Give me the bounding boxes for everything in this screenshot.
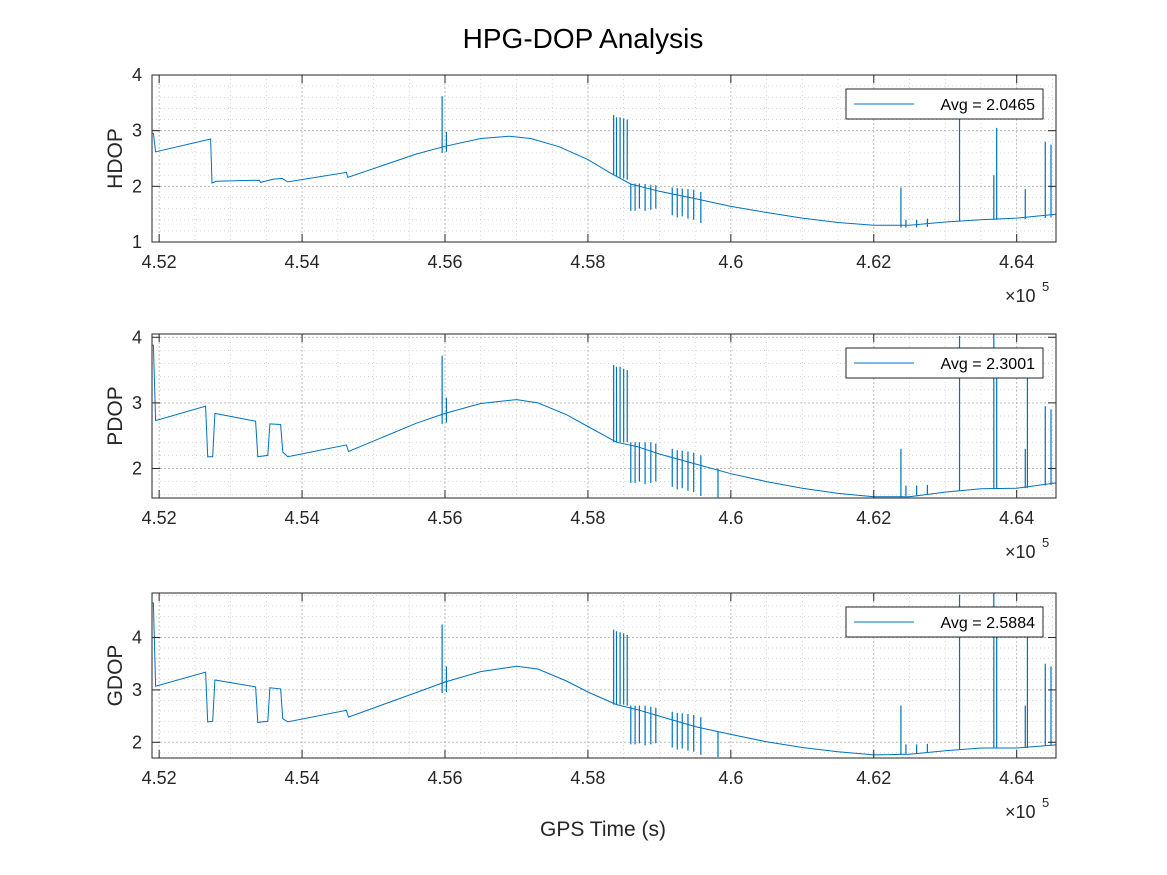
- y-tick-label: 3: [132, 680, 142, 700]
- x-tick-label: 4.64: [999, 252, 1034, 272]
- x-exponent-label: ×10: [1005, 802, 1036, 822]
- x-tick-label: 4.54: [285, 768, 320, 788]
- dop-spikes: [441, 593, 1052, 757]
- x-tick-label: 4.54: [285, 252, 320, 272]
- x-tick-label: 4.52: [142, 768, 177, 788]
- x-tick-label: 4.58: [570, 508, 605, 528]
- subplot-pdop: 4.52 4.54 4.56 4.58 4.6 4.62 4.64 2 3 4 PDOP ×10 5 Av…: [104, 327, 1057, 562]
- dop-series-line: [152, 602, 1056, 756]
- dop-series-line: [152, 132, 1056, 226]
- x-tick-label: 4.62: [856, 768, 891, 788]
- x-tick-label: 4.52: [142, 252, 177, 272]
- dop-spikes: [441, 96, 1052, 228]
- y-tick-label: 2: [132, 176, 142, 196]
- legend: Avg = 2.5884: [845, 606, 1044, 638]
- subplot-hdop: 4.52 4.54 4.56 4.58 4.6 4.62 4.64 1 2 3 4 HDOP ×10 5 A…: [104, 65, 1057, 306]
- y-axis-label: GDOP: [104, 645, 127, 707]
- x-exponent-label: ×10: [1005, 542, 1036, 562]
- x-tick-label: 4.58: [570, 252, 605, 272]
- x-exponent-power: 5: [1042, 535, 1049, 550]
- x-axis-label: GPS Time (s): [540, 818, 666, 841]
- x-exponent-power: 5: [1042, 795, 1049, 810]
- x-tick-label: 4.56: [427, 252, 462, 272]
- x-tick-label: 4.54: [285, 508, 320, 528]
- y-tick-label: 4: [132, 327, 142, 347]
- legend-entry: Avg = 2.5884: [941, 615, 1036, 632]
- y-axis-label: PDOP: [104, 386, 127, 446]
- x-tick-label: 4.6: [718, 508, 743, 528]
- dop-series-line: [152, 344, 1056, 498]
- x-exponent-power: 5: [1042, 279, 1049, 294]
- axes-box: [151, 74, 1057, 243]
- legend: Avg = 2.0465: [845, 88, 1044, 120]
- legend-entry: Avg = 2.0465: [941, 97, 1036, 114]
- x-tick-label: 4.6: [718, 768, 743, 788]
- x-tick-label: 4.62: [856, 508, 891, 528]
- y-tick-label: 2: [132, 732, 142, 752]
- x-tick-label: 4.64: [999, 508, 1034, 528]
- y-tick-label: 3: [132, 393, 142, 413]
- y-tick-label: 1: [132, 232, 142, 252]
- x-tick-label: 4.6: [718, 252, 743, 272]
- y-tick-label: 3: [132, 121, 142, 141]
- y-tick-label: 4: [132, 628, 142, 648]
- axes-box: [151, 333, 1057, 499]
- legend: Avg = 2.3001: [845, 347, 1044, 379]
- y-tick-label: 4: [132, 65, 142, 85]
- axes-box: [151, 592, 1057, 759]
- x-tick-label: 4.52: [142, 508, 177, 528]
- figure-title: HPG-DOP Analysis: [463, 23, 704, 54]
- x-tick-label: 4.56: [427, 768, 462, 788]
- x-tick-label: 4.56: [427, 508, 462, 528]
- y-tick-label: 2: [132, 458, 142, 478]
- y-axis-label: HDOP: [104, 128, 127, 189]
- x-exponent-label: ×10: [1005, 286, 1036, 306]
- x-tick-label: 4.62: [856, 252, 891, 272]
- x-tick-label: 4.58: [570, 768, 605, 788]
- x-tick-label: 4.64: [999, 768, 1034, 788]
- legend-entry: Avg = 2.3001: [941, 356, 1036, 373]
